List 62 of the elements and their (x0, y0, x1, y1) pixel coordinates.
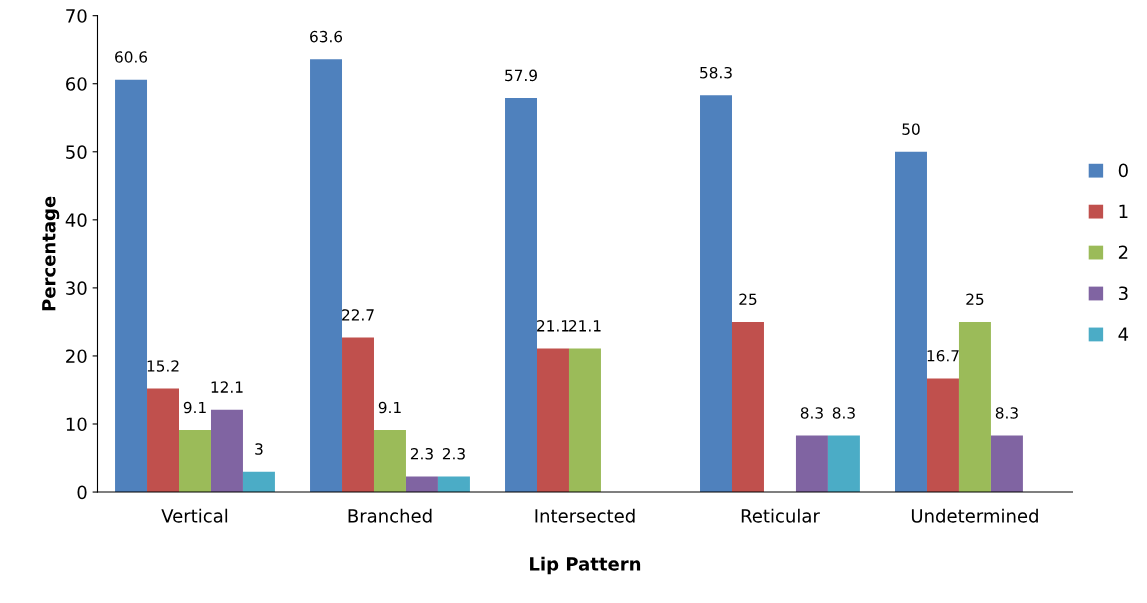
bar (115, 79, 148, 493)
bar (437, 476, 470, 493)
y-tick-label: 60 (66, 77, 87, 91)
x-tick-label: Reticular (741, 508, 820, 523)
bar (795, 435, 828, 493)
x-tick-label: Vertical (161, 508, 228, 523)
bar (537, 348, 569, 493)
data-label: 63.6 (310, 30, 343, 43)
y-tick-label: 30 (66, 281, 87, 296)
bar (310, 59, 343, 493)
bar (405, 476, 438, 493)
y-tick-label: 10 (66, 417, 87, 432)
bar (895, 151, 927, 493)
data-label: 2.3 (410, 447, 433, 460)
y-axis-title: Percentage (42, 196, 60, 311)
data-label: 9.1 (378, 401, 401, 414)
bar (827, 435, 860, 493)
bar (700, 95, 732, 493)
bar (210, 409, 243, 493)
legend-label: 3 (1118, 286, 1128, 301)
bar (505, 98, 537, 493)
data-label: 3 (255, 443, 263, 455)
bar (731, 321, 764, 493)
bar (342, 337, 374, 493)
bar (373, 430, 406, 493)
bar (990, 435, 1023, 493)
legend-label: 0 (1118, 163, 1128, 178)
data-label: 22.7 (342, 309, 374, 321)
data-label: 8.3 (800, 407, 823, 419)
legend-label: 4 (1118, 327, 1129, 341)
bar (568, 348, 601, 493)
data-label: 8.3 (832, 407, 855, 419)
y-tick-label: 70 (66, 9, 87, 23)
bar (179, 430, 211, 493)
data-label: 21.1 (537, 320, 569, 332)
legend-label: 2 (1118, 245, 1128, 259)
data-label: 9.1 (183, 401, 206, 414)
bar (926, 378, 959, 493)
bar (242, 471, 275, 493)
x-axis-title: Lip Pattern (530, 556, 641, 575)
y-tick-label: 40 (65, 213, 87, 227)
data-label: 25 (966, 293, 984, 306)
data-label: 2.3 (442, 447, 465, 460)
y-tick-label: 50 (66, 145, 87, 159)
data-label: 15.2 (147, 360, 179, 372)
x-tick-label: Undetermined (911, 508, 1038, 523)
data-label: 60.6 (115, 51, 148, 63)
data-label: 57.9 (505, 69, 537, 82)
data-label: 21.1 (569, 320, 601, 332)
legend-label: 1 (1119, 204, 1128, 218)
data-label: 16.7 (927, 349, 959, 362)
data-label: 8.3 (995, 407, 1018, 419)
x-tick-label: Branched (348, 508, 432, 523)
x-tick-label: Intersected (535, 508, 635, 523)
data-label: 58.3 (700, 66, 732, 79)
data-label: 25 (739, 293, 757, 306)
data-label: 12.1 (211, 381, 243, 393)
bar (958, 321, 991, 493)
y-tick-label: 0 (77, 485, 87, 500)
data-label: 50 (902, 123, 920, 135)
bar (147, 388, 179, 493)
y-tick-label: 20 (66, 349, 87, 364)
